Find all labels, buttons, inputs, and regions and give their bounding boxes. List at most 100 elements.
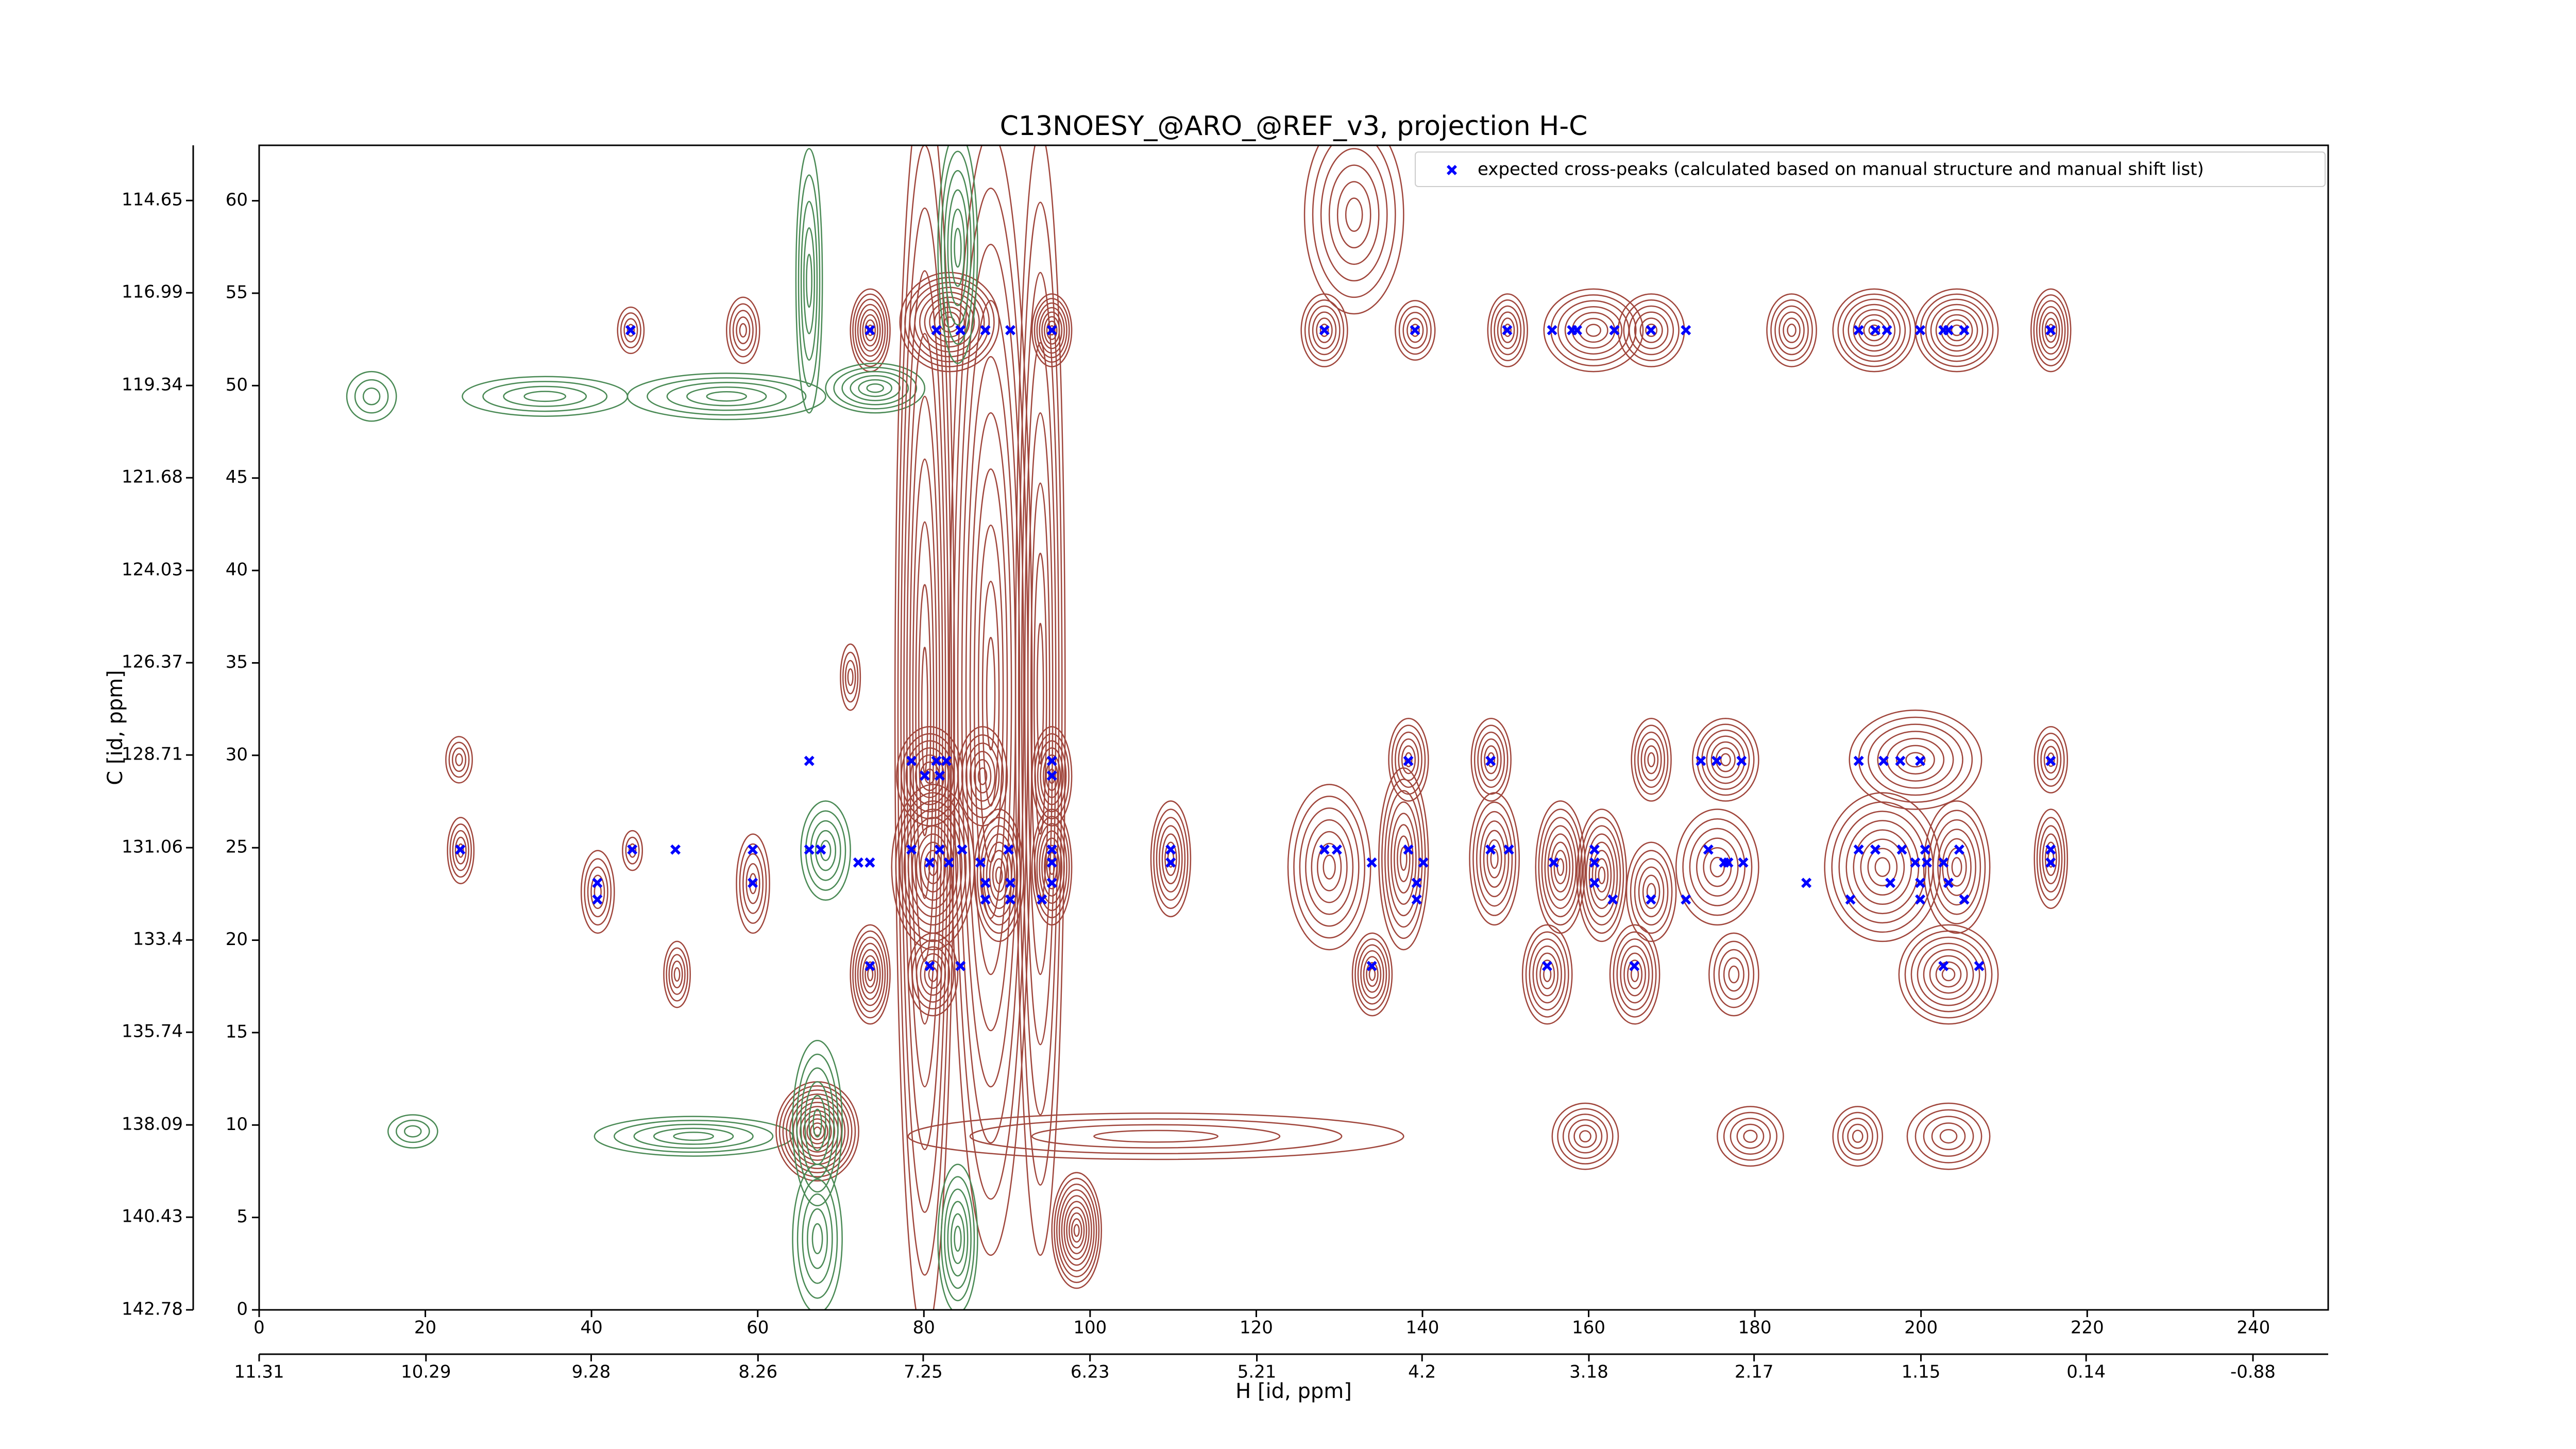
contour: [732, 310, 754, 351]
contour: [986, 841, 1012, 909]
contour: [944, 1188, 972, 1289]
data-point: [1411, 894, 1422, 905]
contour: [1629, 305, 1674, 356]
contour: [2030, 288, 2072, 373]
contour: [2037, 732, 2065, 787]
contour: [992, 858, 1006, 893]
contour: [969, 412, 1012, 975]
contour: [1591, 850, 1612, 901]
contour: [800, 800, 851, 901]
contour: [1853, 829, 1912, 905]
y2-tick-label: 138.09: [122, 1114, 183, 1135]
data-point: [865, 325, 875, 335]
contour: [1562, 1114, 1608, 1159]
contour: [1159, 825, 1183, 893]
contour: [918, 584, 931, 837]
contour: [451, 747, 467, 772]
data-point: [1331, 844, 1342, 855]
contour: [1323, 854, 1336, 880]
contour: [950, 1213, 965, 1265]
y-tick-label: 15: [226, 1021, 248, 1042]
contour: [1634, 858, 1669, 926]
contour: [986, 636, 996, 751]
contour: [1384, 790, 1423, 928]
contour: [1388, 717, 1429, 802]
data-point: [1165, 857, 1176, 868]
y-tick-label: 35: [226, 652, 248, 672]
contour: [1645, 324, 1658, 338]
contour: [815, 830, 837, 871]
data-point: [592, 894, 603, 905]
contour: [1400, 847, 1408, 871]
contour: [1073, 1224, 1080, 1237]
contour: [1595, 858, 1609, 893]
contour: [961, 300, 1021, 1088]
contour: [921, 647, 928, 774]
data-point: [1037, 894, 1047, 905]
contour: [1470, 717, 1512, 802]
contour: [844, 660, 856, 695]
x-tick-label: 180: [1738, 1318, 1772, 1338]
contour: [778, 1085, 856, 1177]
contour: [1014, 145, 1066, 1256]
contour: [1867, 848, 1898, 886]
data-point: [1589, 878, 1600, 888]
data-point: [1485, 755, 1496, 766]
contour: [673, 1132, 714, 1141]
contour: [948, 145, 1033, 1256]
contour: [1071, 1218, 1082, 1243]
data-point: [1938, 857, 1949, 868]
contour: [1937, 829, 1976, 906]
contour: [803, 227, 816, 334]
data-point: [1910, 857, 1921, 868]
contour: [859, 309, 881, 352]
contour: [620, 312, 641, 348]
contour: [346, 370, 397, 422]
contour: [1842, 298, 1906, 362]
chart-title: C13NOESY_@ARO_@REF_v3, projection H-C: [1000, 111, 1588, 142]
contour: [1923, 1116, 1974, 1157]
contour: [865, 961, 876, 988]
x-tick-label: 240: [2236, 1318, 2270, 1338]
contour: [614, 1120, 774, 1153]
contour: [850, 924, 891, 1025]
contour: [973, 808, 1025, 942]
contour: [584, 858, 612, 926]
data-point: [1703, 844, 1714, 855]
data-point: [1418, 857, 1429, 868]
contour: [862, 314, 878, 347]
contour: [1720, 753, 1731, 767]
contour: [2047, 324, 2055, 337]
x2-tick-label: 3.18: [1569, 1362, 1608, 1383]
contour: [800, 1067, 835, 1179]
contour: [915, 521, 935, 899]
contour: [1061, 1195, 1092, 1266]
contour: [977, 767, 988, 785]
contour: [1069, 1212, 1085, 1249]
contour: [1395, 731, 1422, 788]
data-point: [1366, 961, 1377, 971]
contour: [1696, 837, 1739, 897]
contour: [448, 742, 470, 778]
contour: [1041, 837, 1063, 897]
data-point: [1736, 755, 1747, 766]
x2-tick-label: 7.25: [904, 1362, 943, 1383]
data-point: [1943, 325, 1954, 335]
contour: [1469, 792, 1520, 926]
y2-tick-label: 140.43: [122, 1206, 183, 1227]
contour: [1904, 930, 1993, 1019]
contour: [673, 967, 681, 982]
x2-tick-label: 9.28: [572, 1362, 611, 1383]
contour: [1304, 299, 1345, 362]
contour: [1598, 866, 1606, 884]
contour: [1868, 723, 1963, 796]
contour: [1303, 145, 1404, 315]
data-point: [1589, 857, 1600, 868]
contour: [798, 174, 821, 387]
y-tick-label: 30: [226, 744, 248, 765]
data-point: [2045, 325, 2056, 335]
contour: [911, 939, 955, 1010]
contour: [1863, 319, 1886, 342]
contour: [1568, 1119, 1603, 1154]
contour: [1838, 811, 1927, 924]
